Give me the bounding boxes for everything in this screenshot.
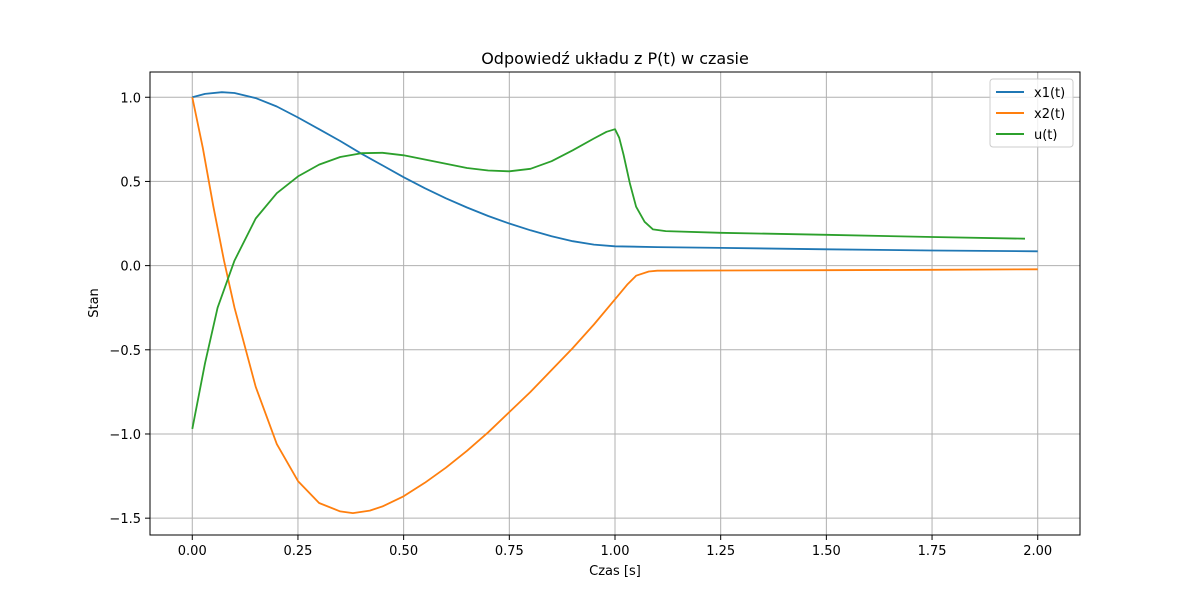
legend: x1(t) x2(t) u(t): [989, 78, 1074, 148]
x-tick-label: 1.25: [706, 544, 735, 559]
y-tick-label: 0.5: [120, 175, 141, 190]
series-line-x2t: [191, 97, 1038, 514]
x-tick-label: 0.50: [389, 544, 418, 559]
series-lines: [191, 91, 1038, 514]
x-tick-label: 1.50: [812, 544, 841, 559]
y-tick-label: 0.0: [120, 260, 141, 275]
y-tick-label: −1.0: [109, 428, 141, 443]
axis-ticks: 0.00 0.25 0.50 0.75 1.00 1.25 1.50 1.75 2.00 1.0 0…: [109, 91, 1052, 559]
y-tick-label: −1.5: [109, 512, 141, 527]
grid-lines: [150, 72, 1080, 535]
y-axis-label: Stan: [87, 288, 102, 318]
legend-label: x2(t): [1034, 107, 1065, 122]
x-tick-label: 0.75: [495, 544, 524, 559]
x-tick-label: 1.75: [918, 544, 947, 559]
chart-title: Odpowiedź układu z P(t) w czasie: [481, 49, 749, 68]
x-tick-label: 0.25: [283, 544, 312, 559]
series-line-x1t: [192, 91, 1038, 253]
series-line-ut: [191, 128, 1026, 430]
legend-box: [989, 78, 1074, 148]
x-tick-label: 0.00: [178, 544, 207, 559]
y-tick-label: −0.5: [109, 344, 141, 359]
legend-label: u(t): [1034, 128, 1057, 143]
x-tick-label: 2.00: [1023, 544, 1052, 559]
legend-label: x1(t): [1034, 86, 1065, 101]
y-tick-label: 1.0: [120, 91, 141, 106]
x-axis-label: Czas [s]: [589, 564, 641, 579]
x-tick-label: 1.00: [601, 544, 630, 559]
